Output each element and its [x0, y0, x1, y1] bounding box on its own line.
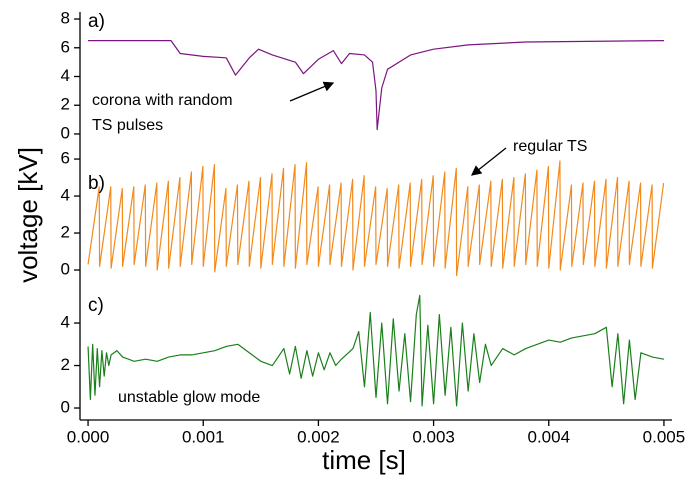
x-tick-label: 0.005	[643, 427, 686, 446]
x-tick-label: 0.002	[297, 427, 340, 446]
y-tick-label: 6	[61, 149, 70, 168]
annotation: corona with random	[92, 92, 233, 109]
data-line	[87, 160, 665, 277]
panel-label: c)	[88, 295, 104, 316]
y-tick-label: 2	[61, 355, 70, 374]
data-line	[87, 294, 665, 407]
panel-label: b)	[88, 173, 105, 194]
y-tick-label: 4	[61, 313, 70, 332]
y-tick-label: 0	[61, 259, 70, 278]
x-tick-label: 0.004	[527, 427, 570, 446]
x-tick-label: 0.001	[182, 427, 225, 446]
x-tick-label: 0.003	[412, 427, 455, 446]
y-tick-label: 0	[61, 398, 70, 417]
y-tick-label: 0	[61, 123, 70, 142]
y-axis-title: voltage [kV]	[13, 147, 43, 283]
y-tick-label: 2	[61, 223, 70, 242]
y-tick-label: 4	[61, 66, 70, 85]
y-tick-label: 2	[61, 95, 70, 114]
annotation: TS pulses	[92, 117, 163, 134]
annotation: regular TS	[513, 138, 587, 155]
data-line	[88, 39, 664, 131]
y-tick-label: 6	[61, 37, 70, 56]
x-tick-label: 0.000	[67, 427, 110, 446]
x-axis-title: time [s]	[322, 445, 406, 475]
annotation: unstable glow mode	[118, 389, 260, 406]
panel-label: a)	[88, 11, 105, 32]
y-tick-label: 8	[61, 9, 70, 28]
annotation-arrow	[289, 81, 335, 102]
y-tick-label: 4	[61, 186, 70, 205]
annotation-arrow	[470, 147, 507, 176]
